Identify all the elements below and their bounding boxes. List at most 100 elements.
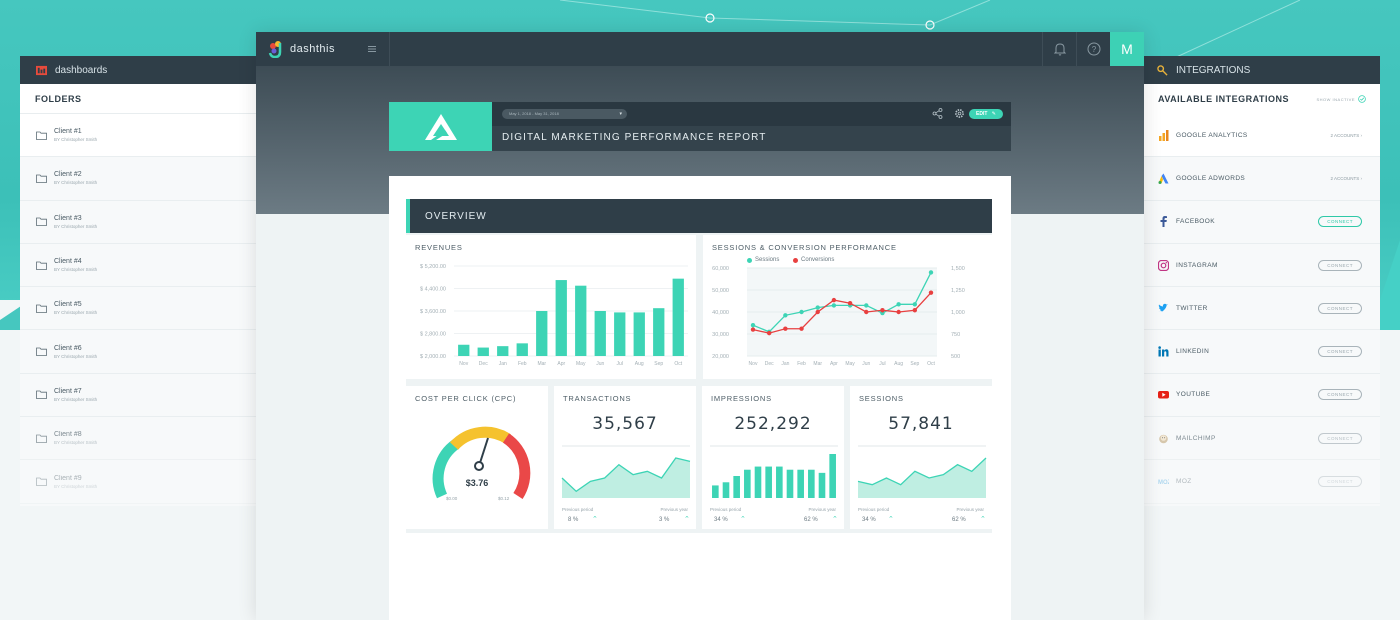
revenue-bar[interactable] (497, 346, 509, 356)
twitter-icon (1158, 303, 1168, 312)
data-point-conversions[interactable] (783, 326, 788, 331)
revenue-bar[interactable] (477, 347, 489, 356)
folder-item[interactable]: Client #7 BY Christopher Smith (20, 374, 280, 418)
revenue-bar[interactable] (555, 280, 567, 356)
integration-item[interactable]: GOOGLE ANALYTICS 2 ACCOUNTS › (1143, 114, 1380, 158)
share-icon[interactable] (932, 108, 943, 119)
data-point-sessions[interactable] (864, 303, 869, 308)
revenue-bar[interactable] (516, 343, 528, 356)
data-point-conversions[interactable] (847, 301, 853, 306)
impression-bar[interactable] (808, 469, 815, 498)
impression-bar[interactable] (765, 466, 772, 498)
folder-item[interactable]: Client #1 BY Christopher Smith (20, 114, 280, 158)
revenue-bar[interactable] (653, 308, 665, 356)
connect-button[interactable]: CONNECT (1318, 216, 1362, 228)
instagram-icon (1158, 259, 1169, 271)
accounts-link[interactable]: 2 ACCOUNTS › (1330, 176, 1362, 181)
data-point-conversions[interactable] (750, 327, 756, 332)
hamburger-menu-icon[interactable] (368, 45, 376, 53)
folder-item[interactable]: Client #9 BY Christopher Smith (20, 460, 280, 504)
show-inactive-toggle[interactable]: SHOW INACTIVE (1316, 95, 1366, 103)
data-point-sessions[interactable] (799, 309, 804, 315)
chevron-right-icon: › (1360, 132, 1363, 138)
notifications-button[interactable] (1042, 32, 1076, 66)
data-point-sessions[interactable] (783, 313, 788, 318)
revenue-bar[interactable] (536, 311, 548, 356)
impression-bar[interactable] (818, 472, 826, 498)
revenues-widget[interactable]: REVENUES $ 2,000.00 $ 2,800.00 $ 3,600.00 $… (406, 235, 696, 379)
folder-name: Client #1 (54, 128, 82, 136)
integration-item[interactable]: MOZ MOZ CONNECT (1143, 460, 1380, 504)
folder-item[interactable]: Client #5 BY Christopher Smith (20, 287, 280, 331)
connect-button[interactable]: CONNECT (1318, 259, 1362, 271)
revenue-bar[interactable] (458, 344, 470, 356)
connect-button[interactable]: CONNECT (1318, 346, 1362, 358)
sessions-conversion-widget[interactable]: SESSIONS & CONVERSION PERFORMANCE Sessio… (703, 235, 992, 379)
data-point-sessions[interactable] (912, 302, 918, 307)
gear-icon[interactable] (954, 108, 965, 119)
integration-item[interactable]: GOOGLE ADWORDS 2 ACCOUNTS › (1143, 157, 1380, 201)
data-point-conversions[interactable] (766, 330, 772, 336)
edit-button[interactable]: EDIT ✎ (969, 109, 1003, 119)
data-point-conversions[interactable] (799, 326, 804, 331)
sessions-widget[interactable]: SESSIONS 57,841 Previous period Previous… (850, 386, 992, 529)
folder-item[interactable]: Client #8 BY Christopher Smith (20, 417, 280, 461)
date-range-picker[interactable]: May 1, 2018 - May 31, 2018 ▾ (502, 109, 627, 119)
impression-bar[interactable] (797, 469, 804, 498)
impression-bar[interactable] (829, 454, 836, 498)
dashthis-logo[interactable]: dashthis (256, 32, 390, 66)
impression-bar[interactable] (754, 466, 762, 498)
data-point-sessions[interactable] (750, 323, 756, 328)
folder-owner: BY Christopher Smith (54, 223, 98, 229)
impression-bar[interactable] (712, 485, 719, 498)
revenue-bar[interactable] (594, 311, 606, 356)
revenues-bar-chart: $ 2,000.00 $ 2,800.00 $ 3,600.00 $ 4,400.00… (420, 264, 688, 367)
integration-item[interactable]: YOUTUBE CONNECT (1143, 374, 1380, 418)
data-point-sessions[interactable] (896, 302, 901, 307)
data-point-conversions[interactable] (928, 290, 934, 295)
overview-section-header: OVERVIEW (406, 199, 992, 233)
x-tick-label: Jul (879, 361, 885, 367)
folder-item[interactable]: Client #3 BY Christopher Smith (20, 201, 280, 244)
data-point-conversions[interactable] (896, 309, 901, 315)
connect-button[interactable]: CONNECT (1318, 302, 1362, 314)
data-point-conversions[interactable] (815, 309, 820, 315)
revenue-bar[interactable] (614, 312, 626, 356)
data-point-conversions[interactable] (831, 297, 837, 303)
impression-bar[interactable] (722, 482, 730, 498)
integration-item[interactable]: MAILCHIMP CONNECT (1143, 417, 1380, 461)
user-avatar[interactable]: M (1110, 32, 1144, 66)
connect-button[interactable]: CONNECT (1318, 476, 1362, 488)
impressions-widget[interactable]: IMPRESSIONS 252,292 Previous period Prev… (702, 386, 844, 529)
connect-button[interactable]: CONNECT (1318, 432, 1362, 444)
data-point-conversions[interactable] (912, 308, 918, 313)
revenue-bar[interactable] (575, 285, 587, 356)
data-point-conversions[interactable] (880, 308, 885, 313)
folder-item[interactable]: Client #4 BY Christopher Smith (20, 244, 280, 288)
data-point-sessions[interactable] (928, 270, 934, 275)
accounts-link[interactable]: 2 ACCOUNTS › (1330, 133, 1362, 138)
integration-item[interactable]: INSTAGRAM CONNECT (1143, 244, 1380, 288)
integration-item[interactable]: TWITTER CONNECT (1143, 287, 1380, 331)
revenue-bar[interactable] (672, 278, 684, 356)
folder-item[interactable]: Client #2 BY Christopher Smith (20, 157, 280, 201)
impression-bar[interactable] (786, 469, 794, 498)
impression-bar[interactable] (776, 466, 783, 498)
app-window: dashthis ? M (256, 32, 1144, 620)
data-point-sessions[interactable] (815, 305, 820, 310)
legend-sessions-label: Sessions (755, 257, 780, 263)
data-point-conversions[interactable] (864, 309, 869, 315)
x-tick-label: Oct (674, 361, 682, 367)
impression-bar[interactable] (733, 476, 740, 498)
integration-item[interactable]: FACEBOOK CONNECT (1143, 201, 1380, 244)
folder-item[interactable]: Client #6 BY Christopher Smith (20, 330, 280, 374)
connect-button[interactable]: CONNECT (1318, 389, 1362, 401)
data-point-sessions[interactable] (831, 303, 837, 308)
transactions-widget[interactable]: TRANSACTIONS 35,567 Previous period Prev… (554, 386, 696, 529)
revenue-bar[interactable] (633, 312, 645, 356)
help-button[interactable]: ? (1076, 32, 1110, 66)
folder-owner: BY Christopher Smith (54, 310, 98, 316)
integration-item[interactable]: LINKEDIN CONNECT (1143, 330, 1380, 374)
cpc-widget[interactable]: COST PER CLICK (CPC) $3.76 $0.00 $0.12 (406, 386, 548, 529)
impression-bar[interactable] (744, 469, 751, 498)
